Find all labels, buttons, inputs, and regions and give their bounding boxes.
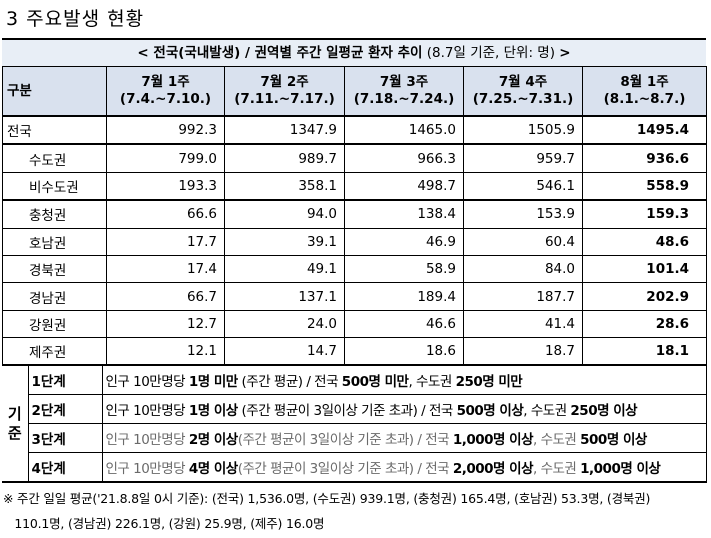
value-cell: 189.4 — [344, 282, 464, 311]
level-description: 인구 10만명당 2명 이상(주간 평균이 3일이상 기준 초과) / 전국 1… — [101, 423, 707, 453]
value-cell: 24.0 — [224, 309, 345, 339]
value-cell: 498.7 — [344, 171, 464, 201]
column-header-week: 7월 4주 (7.25.~7.31.) — [463, 66, 583, 117]
table-row: 경북권 17.4 49.1 58.9 84.0 101.4 — [2, 254, 707, 284]
level-label: 3단계 — [27, 423, 103, 453]
value-cell: 18.6 — [344, 337, 464, 366]
column-header-week: 7월 3주 (7.18.~7.24.) — [344, 66, 464, 117]
value-cell-latest: 558.9 — [582, 171, 707, 201]
value-cell: 966.3 — [344, 143, 464, 173]
caption-end: > — [559, 45, 571, 61]
value-cell: 153.9 — [463, 199, 583, 229]
value-cell: 546.1 — [463, 171, 583, 201]
value-cell: 58.9 — [344, 254, 464, 284]
column-header-category: 구분 — [2, 66, 107, 117]
value-cell: 358.1 — [224, 171, 345, 201]
table-row: 수도권 799.0 989.7 966.3 959.7 936.6 — [2, 143, 707, 173]
value-cell: 137.1 — [224, 282, 345, 311]
value-cell: 17.4 — [106, 254, 225, 284]
value-cell: 989.7 — [224, 143, 345, 173]
value-cell: 41.4 — [463, 309, 583, 339]
value-cell: 18.7 — [463, 337, 583, 366]
region-label: 전국 — [2, 114, 107, 145]
level-description: 인구 10만명당 1명 미만 (주간 평균) / 전국 500명 미만, 수도권… — [101, 364, 707, 395]
table-row: 제주권 12.1 14.7 18.6 18.7 18.1 — [2, 337, 707, 366]
criteria-row: 2단계 인구 10만명당 1명 이상 (주간 평균이 3일이상 기준 초과) /… — [2, 394, 707, 424]
table-row: 충청권 66.6 94.0 138.4 153.9 159.3 — [2, 199, 707, 229]
table-row: 강원권 12.7 24.0 46.6 41.4 28.6 — [2, 309, 707, 339]
criteria-row: 4단계 인구 10만명당 4명 이상(주간 평균이 3일이상 기준 초과) / … — [2, 452, 707, 483]
value-cell: 60.4 — [463, 227, 583, 256]
level-label: 2단계 — [27, 394, 103, 424]
value-cell-latest: 48.6 — [582, 227, 707, 256]
value-cell-latest: 202.9 — [582, 282, 707, 311]
value-cell-latest: 18.1 — [582, 337, 707, 366]
value-cell-latest: 1495.4 — [582, 114, 707, 145]
level-label: 4단계 — [27, 452, 103, 483]
value-cell: 66.6 — [106, 199, 225, 229]
value-cell: 14.7 — [224, 337, 345, 366]
value-cell: 1347.9 — [224, 114, 345, 145]
footnote: ※ 주간 일일 평균('21.8.8일 0시 기준): (전국) 1,536.0… — [3, 486, 707, 536]
caption-main: < 전국(국내발생) / 권역별 주간 일평균 환자 추이 — [137, 45, 423, 61]
region-label: 경남권 — [2, 282, 107, 311]
level-description: 인구 10만명당 1명 이상 (주간 평균이 3일이상 기준 초과) / 전국 … — [101, 394, 707, 424]
criteria-row: 3단계 인구 10만명당 2명 이상(주간 평균이 3일이상 기준 초과) / … — [2, 423, 707, 453]
region-label: 충청권 — [2, 199, 107, 229]
value-cell: 49.1 — [224, 254, 345, 284]
value-cell: 94.0 — [224, 199, 345, 229]
value-cell: 46.9 — [344, 227, 464, 256]
value-cell: 138.4 — [344, 199, 464, 229]
value-cell: 1465.0 — [344, 114, 464, 145]
region-label: 수도권 — [2, 143, 107, 173]
value-cell-latest: 28.6 — [582, 309, 707, 339]
level-description: 인구 10만명당 4명 이상(주간 평균이 3일이상 기준 초과) / 전국 2… — [101, 452, 707, 483]
value-cell-latest: 101.4 — [582, 254, 707, 284]
value-cell: 1505.9 — [463, 114, 583, 145]
region-label: 제주권 — [2, 337, 107, 366]
column-header-week: 8월 1주 (8.1.~8.7.) — [582, 66, 707, 117]
value-cell: 799.0 — [106, 143, 225, 173]
table-caption: < 전국(국내발생) / 권역별 주간 일평균 환자 추이 (8.7일 기준, … — [2, 38, 706, 68]
column-header-week: 7월 2주 (7.11.~7.17.) — [224, 66, 345, 117]
table-row: 비수도권 193.3 358.1 498.7 546.1 558.9 — [2, 171, 707, 201]
value-cell: 187.7 — [463, 282, 583, 311]
region-label: 호남권 — [2, 227, 107, 256]
value-cell: 17.7 — [106, 227, 225, 256]
table-row: 호남권 17.7 39.1 46.9 60.4 48.6 — [2, 227, 707, 256]
value-cell-latest: 159.3 — [582, 199, 707, 229]
value-cell: 992.3 — [106, 114, 225, 145]
table-row: 경남권 66.7 137.1 189.4 187.7 202.9 — [2, 282, 707, 311]
value-cell: 193.3 — [106, 171, 225, 201]
region-label: 경북권 — [2, 254, 107, 284]
value-cell: 12.7 — [106, 309, 225, 339]
value-cell: 84.0 — [463, 254, 583, 284]
region-label: 강원권 — [2, 309, 107, 339]
value-cell: 46.6 — [344, 309, 464, 339]
level-label: 1단계 — [27, 364, 103, 395]
column-header-week: 7월 1주 (7.4.~7.10.) — [106, 66, 225, 117]
caption-unit: (8.7일 기준, 단위: 명) — [422, 45, 560, 61]
table-header-row: 구분 7월 1주 (7.4.~7.10.) 7월 2주 (7.11.~7.17.) … — [2, 66, 707, 117]
footnote-line: ※ 주간 일일 평균('21.8.8일 0시 기준): (전국) 1,536.0… — [3, 491, 651, 506]
region-label: 비수도권 — [2, 171, 107, 201]
section-title: 3 주요발생 현황 — [6, 8, 145, 30]
value-cell: 959.7 — [463, 143, 583, 173]
value-cell: 39.1 — [224, 227, 345, 256]
footnote-line: 110.1명, (경남권) 226.1명, (강원) 25.9명, (제주) 1… — [3, 516, 325, 531]
table-row: 전국 992.3 1347.9 1465.0 1505.9 1495.4 — [2, 114, 707, 145]
value-cell: 12.1 — [106, 337, 225, 366]
value-cell: 66.7 — [106, 282, 225, 311]
patient-trend-table: 구분 7월 1주 (7.4.~7.10.) 7월 2주 (7.11.~7.17.) … — [2, 66, 707, 366]
value-cell-latest: 936.6 — [582, 143, 707, 173]
